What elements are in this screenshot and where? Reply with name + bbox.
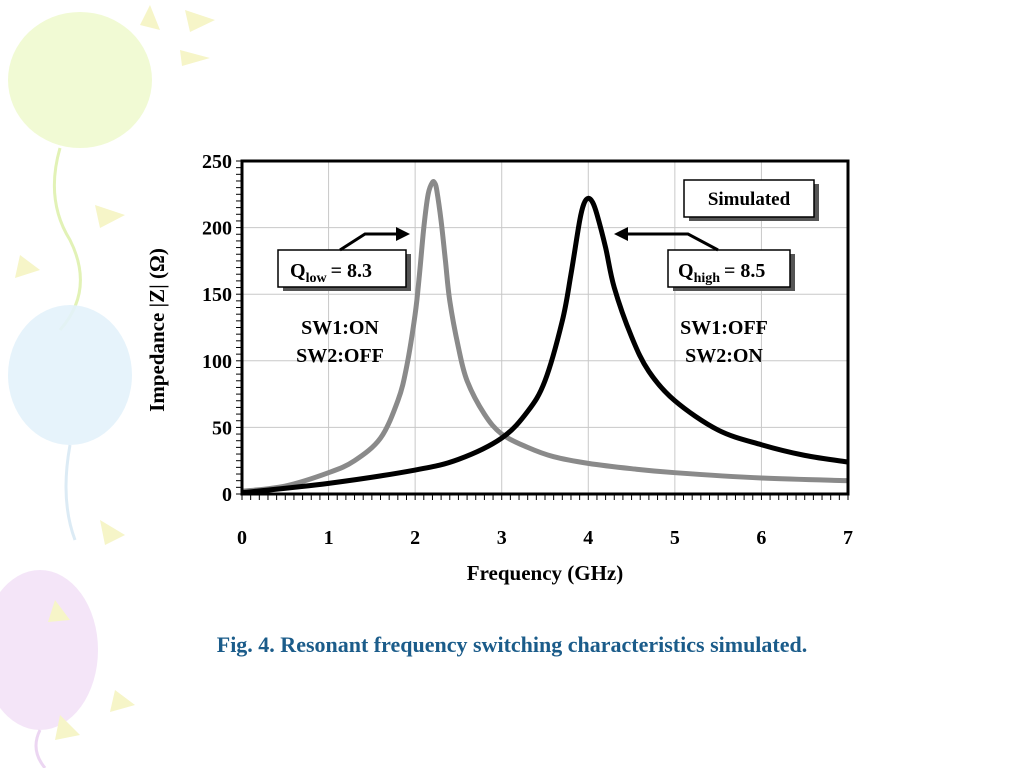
q-high-annotation: Qhigh = 8.5 xyxy=(614,227,795,291)
y-tick-label: 200 xyxy=(202,218,232,240)
sparkle-rays xyxy=(15,5,215,740)
q-low-text: Qlow = 8.3 xyxy=(290,260,372,286)
series-line-1 xyxy=(241,179,849,494)
figure-caption: Fig. 4. Resonant frequency switching cha… xyxy=(216,632,808,657)
q-low-annotation: Qlow = 8.3 xyxy=(277,227,411,291)
x-tick-label: 7 xyxy=(843,527,853,549)
x-tick-label: 2 xyxy=(410,527,420,549)
simulated-label: Simulated xyxy=(708,189,791,210)
q-low-arrowhead xyxy=(396,227,410,241)
tick-layer: 0 50 100 150 200 250 0 1 2 3 4 5 6 7 xyxy=(202,151,853,549)
balloon-blue xyxy=(8,305,132,541)
simulated-box: Simulated xyxy=(683,179,819,221)
q-low-arrow xyxy=(339,232,398,252)
x-tick-label: 3 xyxy=(497,527,507,549)
q-high-arrowhead xyxy=(614,227,628,241)
x-tick-label: 5 xyxy=(670,527,680,549)
left-state-line1: SW1:ON xyxy=(301,317,379,339)
x-tick-label: 6 xyxy=(756,527,766,549)
y-tick-label: 50 xyxy=(212,417,232,439)
y-tick-label: 250 xyxy=(202,151,232,173)
series-layer xyxy=(241,179,849,496)
x-tick-label: 1 xyxy=(324,527,334,549)
y-tick-label: 150 xyxy=(202,284,232,306)
x-tick-label: 4 xyxy=(583,527,593,549)
y-axis-label: Impedance |Z| (Ω) xyxy=(145,248,169,412)
right-state-line2: SW2:ON xyxy=(685,345,763,367)
q-high-text: Qhigh = 8.5 xyxy=(678,260,765,286)
x-tick-label: 0 xyxy=(237,527,247,549)
right-state-line1: SW1:OFF xyxy=(680,317,768,339)
balloon-purple xyxy=(0,570,98,768)
y-tick-label: 100 xyxy=(202,351,232,373)
series-line-2 xyxy=(241,195,849,496)
left-state-line2: SW2:OFF xyxy=(296,345,384,367)
x-axis-label: Frequency (GHz) xyxy=(467,561,624,585)
y-tick-label: 0 xyxy=(222,484,232,506)
q-high-arrow xyxy=(626,232,719,252)
gridlines xyxy=(242,161,848,494)
